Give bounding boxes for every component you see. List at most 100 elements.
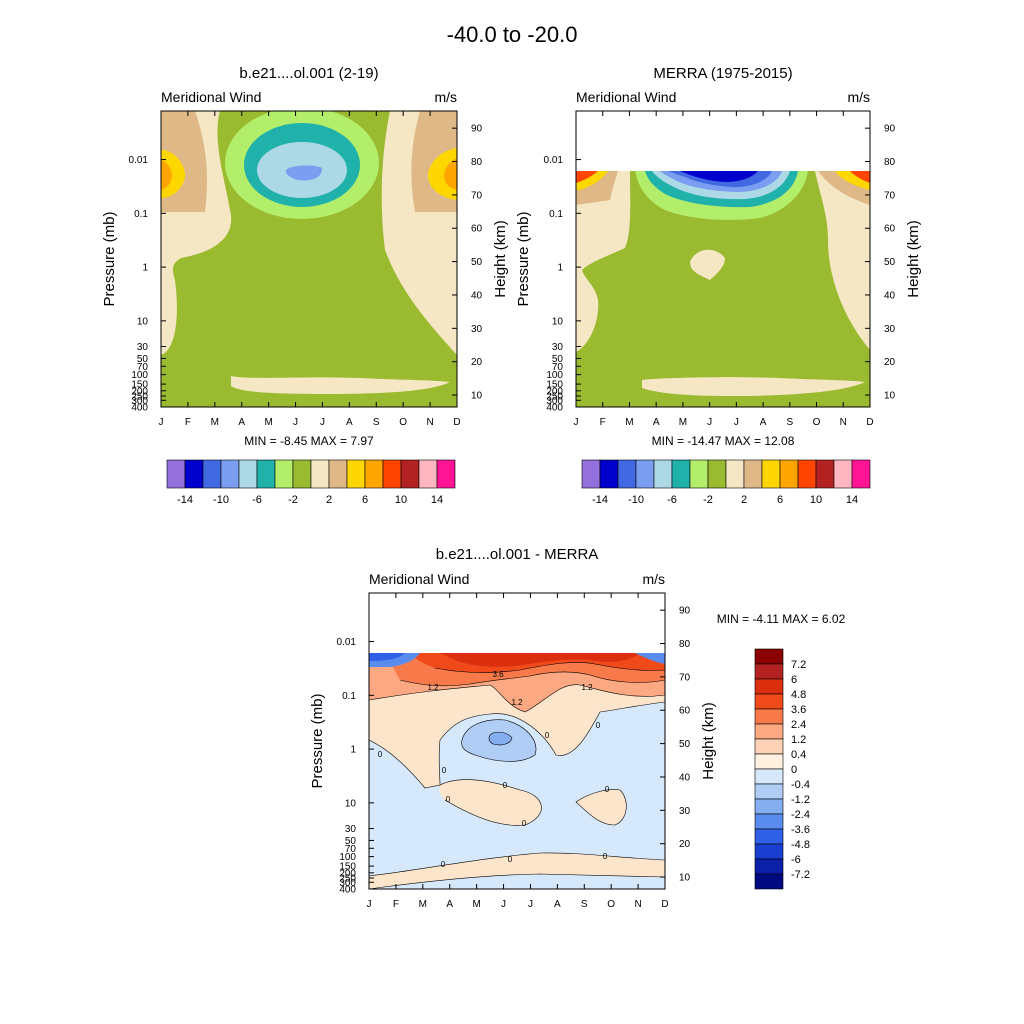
contour-label: 0	[596, 721, 601, 730]
contour-field	[161, 111, 457, 407]
colorbar-swatch	[754, 873, 784, 890]
colorbar-swatch	[202, 459, 222, 489]
colorbar-swatch	[617, 459, 637, 489]
colorbar-swatch	[725, 459, 745, 489]
x-tick-label: J	[293, 417, 298, 428]
x-tick-label: O	[813, 417, 821, 428]
y2-tick-label: 30	[471, 324, 483, 335]
colorbar-swatch	[436, 459, 456, 489]
contour-label: 0	[508, 855, 513, 864]
x-tick-label: A	[760, 417, 767, 428]
colorbar-tick-label: 1.2	[791, 734, 806, 746]
colorbar-tick-label: 10	[810, 494, 822, 506]
y-tick-label: 30	[137, 342, 149, 353]
colorbar-swatch	[761, 459, 781, 489]
colorbar-tick-label: -0.4	[791, 779, 810, 791]
y2-tick-label: 60	[884, 224, 896, 235]
colorbar-swatch	[166, 459, 186, 489]
x-tick-label: M	[472, 899, 480, 910]
colorbar-swatch	[599, 459, 619, 489]
y-tick-label: 250	[131, 392, 148, 403]
right-label: m/s	[642, 571, 665, 587]
x-tick-label: J	[574, 417, 579, 428]
colorbar-tick-label: 3.6	[791, 704, 806, 716]
y-tick-label: 300	[131, 396, 148, 407]
x-tick-label: F	[393, 899, 399, 910]
panel-title: MERRA (1975-2015)	[653, 65, 792, 82]
colorbar-swatch	[238, 459, 258, 489]
colorbar-swatch	[754, 708, 784, 725]
x-tick-label: M	[625, 417, 633, 428]
contour-label: 0	[446, 795, 451, 804]
colorbar-swatch	[346, 459, 366, 489]
colorbar-tick-label: -6	[791, 854, 801, 866]
y2-tick-label: 20	[884, 357, 896, 368]
colorbar-swatch	[400, 459, 420, 489]
x-tick-label: A	[653, 417, 660, 428]
colorbar-swatch	[220, 459, 240, 489]
y-tick-label: 100	[339, 852, 356, 863]
colorbar-tick-label: 0	[791, 764, 797, 776]
colorbar-swatch	[754, 678, 784, 695]
min-max-stats: MIN = -14.47 MAX = 12.08	[652, 434, 795, 448]
y-tick-label: 50	[345, 836, 357, 847]
y-tick-label: 1	[142, 263, 148, 274]
y-tick-label: 70	[552, 362, 564, 373]
x-tick-label: J	[734, 417, 739, 428]
y-tick-label: 30	[345, 824, 357, 835]
colorbar-tick-label: 6	[777, 494, 783, 506]
y-tick-label: 150	[546, 380, 563, 391]
y-axis-label: Pressure (mb)	[515, 211, 532, 306]
x-tick-label: F	[600, 417, 606, 428]
colorbar-swatch	[754, 813, 784, 830]
colorbar-swatch	[779, 459, 799, 489]
y2-axis-label: Height (km)	[905, 220, 922, 298]
x-tick-label: M	[211, 417, 219, 428]
y-tick-label: 30	[552, 342, 564, 353]
colorbar-swatch	[274, 459, 294, 489]
colorbar-tick-label: 6	[791, 674, 797, 686]
colorbar-swatch	[833, 459, 853, 489]
y-tick-label: 0.1	[549, 209, 563, 220]
y-tick-label: 0.1	[134, 209, 148, 220]
colorbar-swatch	[754, 723, 784, 740]
axes: J F M A M J J A S O N D0.010.1110305070100150200250…	[129, 111, 483, 428]
colorbar-swatch	[754, 843, 784, 860]
right-label: m/s	[847, 89, 870, 105]
contour-label: 0	[603, 852, 608, 861]
colorbar-tick-label: 14	[846, 494, 858, 506]
y2-tick-label: 40	[884, 290, 896, 301]
colorbar-tick-label: -3.6	[791, 824, 810, 836]
y-tick-label: 300	[546, 396, 563, 407]
x-tick-label: S	[581, 899, 588, 910]
colorbar: -14 -10 -6 -2 2 6 10 14	[581, 459, 871, 506]
y2-tick-label: 40	[471, 290, 483, 301]
plot-frame	[160, 110, 458, 408]
x-tick-label: S	[373, 417, 380, 428]
colorbar-tick-label: -6	[667, 494, 677, 506]
colorbar-swatch	[671, 459, 691, 489]
right-label: m/s	[434, 89, 457, 105]
colorbar-swatch	[653, 459, 673, 489]
colorbar-swatch	[292, 459, 312, 489]
left-label: Meridional Wind	[576, 89, 676, 105]
y-tick-label: 400	[546, 403, 563, 414]
y2-tick-label: 10	[884, 391, 896, 402]
colorbar-swatch	[754, 693, 784, 710]
y-tick-label: 50	[137, 354, 149, 365]
colorbar-swatch	[184, 459, 204, 489]
y-tick-label: 400	[339, 885, 356, 896]
colorbar-swatch	[797, 459, 817, 489]
y2-tick-label: 80	[471, 157, 483, 168]
colorbar-swatch	[743, 459, 763, 489]
colorbar-swatch	[754, 858, 784, 875]
contour-field: 3.6 1.2 1.2 1.2 0 0 0 0 0 0 0 0 0 0 0	[369, 593, 665, 889]
colorbar-swatch	[689, 459, 709, 489]
colorbar-tick-label: -2.4	[791, 809, 810, 821]
y2-tick-label: 90	[884, 124, 896, 135]
colorbar-tick-label: -2	[288, 494, 298, 506]
colorbar-tick-label: -10	[628, 494, 644, 506]
y-tick-label: 10	[552, 316, 564, 327]
y2-tick-label: 20	[679, 839, 691, 850]
x-tick-label: M	[264, 417, 272, 428]
